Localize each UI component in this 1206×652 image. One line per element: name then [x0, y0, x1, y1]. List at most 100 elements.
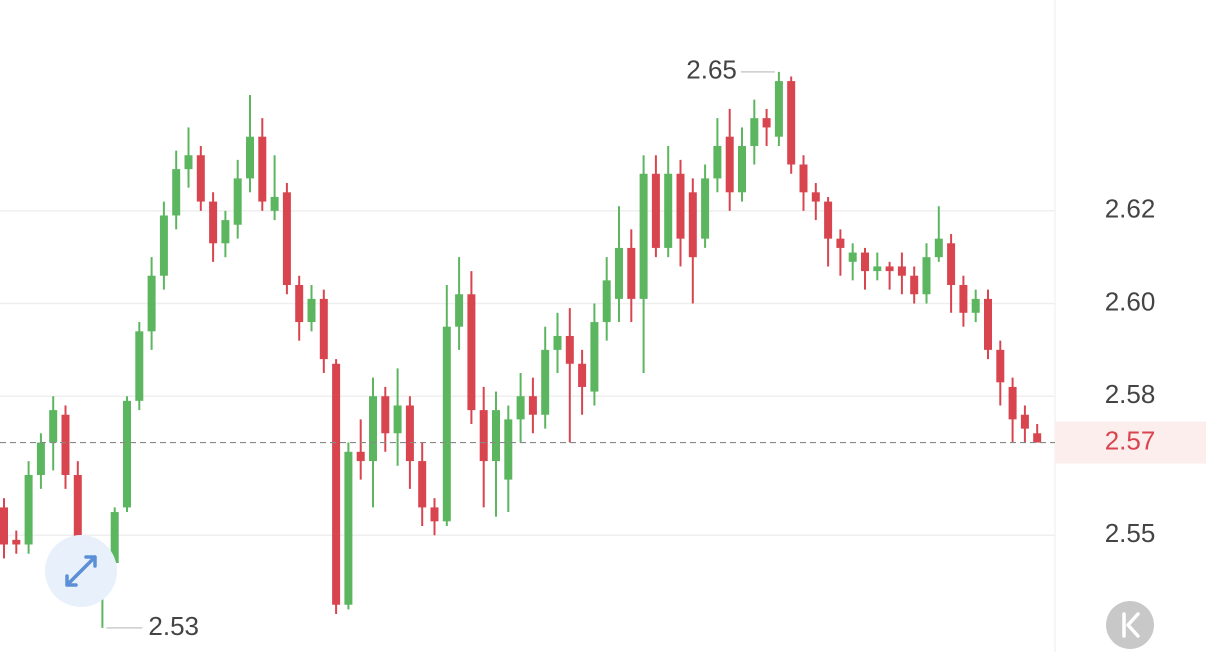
y-tick-label: 2.58 [1105, 379, 1156, 409]
candle-body [688, 192, 697, 258]
candle-body [873, 266, 882, 272]
candle-body [651, 173, 660, 248]
candle-body [922, 257, 931, 295]
candle-body [504, 419, 513, 480]
candle-body [492, 410, 500, 462]
candle-body [627, 247, 636, 299]
candle-body [332, 363, 341, 605]
candle-body [24, 474, 33, 545]
candle-body [135, 331, 144, 401]
candle-body [528, 396, 537, 415]
candle-body [762, 118, 771, 128]
candle-body [381, 396, 390, 434]
candle-body [123, 400, 131, 508]
candle-body [787, 81, 796, 165]
candle-body [455, 294, 464, 327]
candle-body [442, 326, 451, 522]
candle-body [369, 396, 377, 462]
back-icon [1122, 612, 1140, 638]
candle-body [713, 145, 722, 179]
candle-body [209, 201, 218, 244]
candle-body [430, 507, 439, 522]
candle-body [307, 298, 316, 323]
candle-body [147, 275, 156, 332]
candle-body [836, 238, 845, 248]
candle-body [750, 118, 759, 146]
high-label: 2.65 [686, 55, 737, 85]
candle-body [282, 192, 291, 285]
candle-body [639, 173, 648, 299]
candle-body [738, 145, 746, 193]
candle-body [774, 81, 783, 137]
candle-body [418, 461, 427, 508]
candle-body [996, 349, 1005, 383]
y-tick-label: 2.55 [1105, 518, 1156, 548]
candle-body [405, 405, 414, 462]
candle-body [61, 414, 70, 475]
candle-body [467, 294, 476, 411]
candle-body [0, 507, 8, 545]
candle-body [602, 280, 611, 323]
candle-body [258, 136, 267, 202]
candle-body [664, 173, 673, 248]
candle-body [885, 266, 894, 272]
candle-body [615, 247, 623, 299]
candle-body [110, 512, 119, 564]
zoom-icon [65, 555, 97, 587]
candle-body [984, 298, 992, 350]
candle-body [959, 284, 968, 313]
candle-body [49, 410, 58, 443]
candle-body [799, 164, 808, 193]
candle-body [897, 266, 906, 276]
candle-body [676, 173, 685, 239]
candle-body [910, 275, 919, 295]
candle-body [565, 335, 574, 364]
candle-body [356, 451, 365, 462]
last-price-box [1055, 421, 1206, 464]
candle-body [553, 335, 562, 350]
low-label: 2.53 [148, 611, 199, 641]
candle-body [393, 405, 402, 434]
candle-body [861, 252, 869, 272]
candle-body [319, 298, 328, 360]
candle-body [246, 136, 254, 179]
zoom-button[interactable] [45, 535, 117, 607]
candle-body [172, 169, 181, 216]
candle-body [824, 201, 833, 239]
candle-body [295, 284, 304, 323]
candle-body [221, 220, 230, 244]
candle-body [578, 363, 587, 387]
grid: 2.62 2.60 2.58 2.55 [0, 194, 1155, 548]
candles [0, 71, 1042, 628]
candle-body [73, 474, 82, 559]
candle-body [1033, 433, 1042, 443]
candle-body [725, 136, 734, 193]
candle-body [159, 215, 168, 276]
back-button[interactable] [1106, 601, 1154, 649]
overlay: 2.65 2.53 2.57 [0, 55, 1206, 641]
candle-body [184, 155, 193, 170]
candle-body [36, 442, 45, 475]
candle-body [196, 155, 205, 202]
candle-body [947, 243, 956, 285]
y-tick-label: 2.60 [1105, 286, 1156, 316]
candle-body [233, 178, 242, 225]
candle-body [344, 451, 353, 605]
candle-body [971, 298, 980, 313]
candle-body [1020, 414, 1029, 429]
candle-body [811, 192, 820, 202]
candle-body [479, 410, 488, 462]
candle-body [701, 178, 710, 239]
last-price-label: 2.57 [1105, 425, 1156, 455]
candle-body [270, 196, 279, 211]
candle-body [541, 349, 550, 415]
candle-body [1008, 386, 1017, 420]
candle-body [516, 396, 525, 420]
candle-body [590, 322, 599, 392]
y-tick-label: 2.62 [1105, 194, 1156, 224]
candle-body [12, 539, 21, 545]
candle-body [848, 252, 857, 262]
